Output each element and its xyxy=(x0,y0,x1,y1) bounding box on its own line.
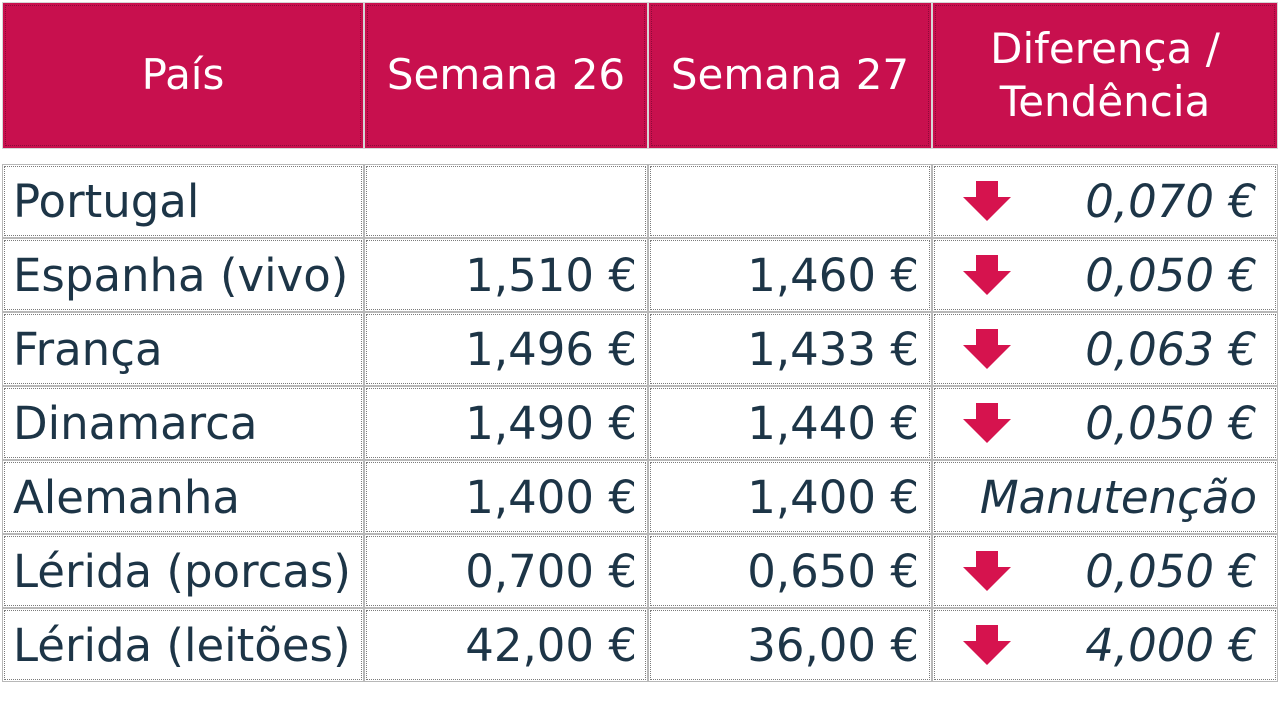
price-table: Portugal 0,070 € Espanha (vivo) 1,510 € 1,46… xyxy=(2,164,1278,682)
diff-cell: 0,050 € xyxy=(932,534,1278,608)
country-cell-value: Lérida (leitões) xyxy=(13,618,351,672)
week26-cell-value: 1,496 € xyxy=(465,322,637,376)
header-diff-line1: Diferença / xyxy=(990,24,1220,73)
week27-cell-value: 0,650 € xyxy=(747,544,919,598)
diff-cell: 0,070 € xyxy=(932,164,1278,238)
diff-value: 0,063 € xyxy=(1085,322,1257,376)
table-row: Alemanha 1,400 € 1,400 € Manutenção xyxy=(2,460,1278,534)
table-row: Espanha (vivo) 1,510 € 1,460 € 0,050 € xyxy=(2,238,1278,312)
country-cell-value: Portugal xyxy=(13,174,200,228)
country-cell-value: França xyxy=(13,322,163,376)
diff-cell: 0,050 € xyxy=(932,238,1278,312)
header-country-label: País xyxy=(141,50,225,100)
table-row: Lérida (porcas) 0,700 € 0,650 € 0,050 € xyxy=(2,534,1278,608)
diff-value: 0,050 € xyxy=(1085,396,1257,450)
country-cell-value: Dinamarca xyxy=(13,396,258,450)
week27-cell: 1,433 € xyxy=(648,312,932,386)
week27-cell-value: 1,433 € xyxy=(747,322,919,376)
down-arrow-icon xyxy=(963,255,1011,295)
country-cell: Lérida (porcas) xyxy=(2,534,364,608)
diff-value: 0,070 € xyxy=(1085,174,1257,228)
down-arrow-icon xyxy=(963,551,1011,591)
week27-cell: 1,440 € xyxy=(648,386,932,460)
diff-value: 4,000 € xyxy=(1085,618,1257,672)
header-country: País xyxy=(2,2,364,149)
diff-cell: 0,050 € xyxy=(932,386,1278,460)
country-cell: Espanha (vivo) xyxy=(2,238,364,312)
week27-cell-value: 1,440 € xyxy=(747,396,919,450)
country-cell: Dinamarca xyxy=(2,386,364,460)
country-cell-value: Lérida (porcas) xyxy=(13,544,351,598)
diff-cell: 0,063 € xyxy=(932,312,1278,386)
diff-value: 0,050 € xyxy=(1085,544,1257,598)
week26-cell-value: 1,490 € xyxy=(465,396,637,450)
diff-cell: 4,000 € xyxy=(932,608,1278,682)
header-diff-line2: Tendência xyxy=(999,76,1211,126)
header-week27: Semana 27 xyxy=(648,2,932,149)
week26-cell-value: 1,510 € xyxy=(465,248,637,302)
week26-cell: 1,496 € xyxy=(364,312,648,386)
table-row: Lérida (leitões) 42,00 € 36,00 € 4,000 € xyxy=(2,608,1278,682)
week26-cell: 1,400 € xyxy=(364,460,648,534)
down-arrow-icon xyxy=(963,181,1011,221)
week27-cell: 1,400 € xyxy=(648,460,932,534)
week26-cell: 1,490 € xyxy=(364,386,648,460)
week27-cell: 0,650 € xyxy=(648,534,932,608)
table-row: Portugal 0,070 € xyxy=(2,164,1278,238)
diff-cell: Manutenção xyxy=(932,460,1278,534)
down-arrow-icon xyxy=(963,625,1011,665)
week27-cell xyxy=(648,164,932,238)
week27-cell-value: 1,460 € xyxy=(747,248,919,302)
header-week26: Semana 26 xyxy=(364,2,648,149)
country-cell-value: Alemanha xyxy=(13,470,240,524)
down-arrow-icon xyxy=(963,329,1011,369)
country-cell: França xyxy=(2,312,364,386)
header-week26-label: Semana 26 xyxy=(386,50,626,100)
header-diff: Diferença / Tendência xyxy=(932,2,1278,149)
week27-cell: 36,00 € xyxy=(648,608,932,682)
week26-cell-value: 1,400 € xyxy=(465,470,637,524)
week26-cell: 1,510 € xyxy=(364,238,648,312)
diff-value: 0,050 € xyxy=(1085,248,1257,302)
table-row: Dinamarca 1,490 € 1,440 € 0,050 € xyxy=(2,386,1278,460)
week27-cell-value: 1,400 € xyxy=(747,470,919,524)
header-week27-label: Semana 27 xyxy=(670,50,910,100)
week27-cell-value: 36,00 € xyxy=(747,618,919,672)
country-cell: Portugal xyxy=(2,164,364,238)
week26-cell-value: 0,700 € xyxy=(465,544,637,598)
week26-cell: 0,700 € xyxy=(364,534,648,608)
table-row: França 1,496 € 1,433 € 0,063 € xyxy=(2,312,1278,386)
week26-cell: 42,00 € xyxy=(364,608,648,682)
table-header: País Semana 26 Semana 27 Diferença / Ten… xyxy=(2,2,1278,149)
week27-cell: 1,460 € xyxy=(648,238,932,312)
diff-value: Manutenção xyxy=(979,470,1257,524)
week26-cell xyxy=(364,164,648,238)
country-cell: Lérida (leitões) xyxy=(2,608,364,682)
week26-cell-value: 42,00 € xyxy=(465,618,637,672)
country-cell-value: Espanha (vivo) xyxy=(13,248,349,302)
country-cell: Alemanha xyxy=(2,460,364,534)
down-arrow-icon xyxy=(963,403,1011,443)
